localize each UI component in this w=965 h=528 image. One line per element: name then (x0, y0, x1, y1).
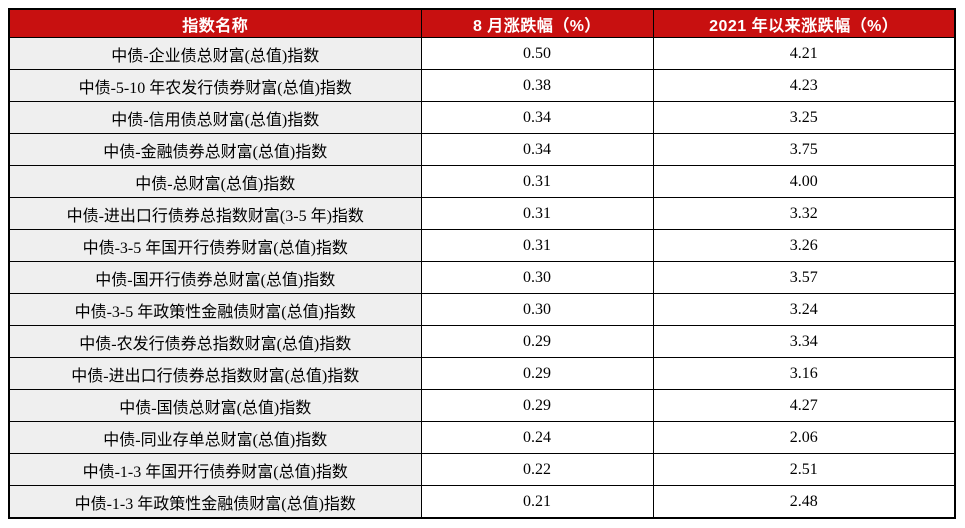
table-row: 中债-企业债总财富(总值)指数 0.50 4.21 (8, 37, 956, 70)
table-header: 指数名称 8 月涨跌幅（%） 2021 年以来涨跌幅（%） (8, 8, 956, 38)
ytd-change-cell: 4.27 (652, 389, 956, 422)
aug-change-cell: 0.29 (420, 325, 654, 358)
index-name-cell: 中债-国开行债券总财富(总值)指数 (8, 261, 422, 294)
aug-change-cell: 0.30 (420, 293, 654, 326)
index-name-cell: 中债-金融债券总财富(总值)指数 (8, 133, 422, 166)
table-body: 中债-企业债总财富(总值)指数 0.50 4.21 中债-5-10 年农发行债券财富(… (8, 37, 956, 519)
table-row: 中债-国债总财富(总值)指数 0.29 4.27 (8, 389, 956, 422)
table-row: 中债-5-10 年农发行债券财富(总值)指数 0.38 4.23 (8, 69, 956, 102)
ytd-change-cell: 3.34 (652, 325, 956, 358)
ytd-change-cell: 4.21 (652, 37, 956, 70)
table-row: 中债-进出口行债券总指数财富(3-5 年)指数 0.31 3.32 (8, 197, 956, 230)
ytd-change-cell: 3.32 (652, 197, 956, 230)
table-row: 中债-国开行债券总财富(总值)指数 0.30 3.57 (8, 261, 956, 294)
ytd-change-cell: 3.24 (652, 293, 956, 326)
aug-change-cell: 0.31 (420, 197, 654, 230)
aug-change-cell: 0.31 (420, 165, 654, 198)
index-name-cell: 中债-1-3 年国开行债券财富(总值)指数 (8, 453, 422, 486)
ytd-change-cell: 4.23 (652, 69, 956, 102)
column-header-index-name: 指数名称 (8, 8, 422, 38)
index-name-cell: 中债-信用债总财富(总值)指数 (8, 101, 422, 134)
ytd-change-cell: 3.16 (652, 357, 956, 390)
index-name-cell: 中债-同业存单总财富(总值)指数 (8, 421, 422, 454)
ytd-change-cell: 3.57 (652, 261, 956, 294)
index-name-cell: 中债-3-5 年国开行债券财富(总值)指数 (8, 229, 422, 262)
table-row: 中债-同业存单总财富(总值)指数 0.24 2.06 (8, 421, 956, 454)
ytd-change-cell: 2.51 (652, 453, 956, 486)
index-name-cell: 中债-5-10 年农发行债券财富(总值)指数 (8, 69, 422, 102)
ytd-change-cell: 2.06 (652, 421, 956, 454)
aug-change-cell: 0.22 (420, 453, 654, 486)
table-row: 中债-信用债总财富(总值)指数 0.34 3.25 (8, 101, 956, 134)
index-name-cell: 中债-进出口行债券总指数财富(3-5 年)指数 (8, 197, 422, 230)
ytd-change-cell: 3.75 (652, 133, 956, 166)
aug-change-cell: 0.34 (420, 133, 654, 166)
table-row: 中债-3-5 年国开行债券财富(总值)指数 0.31 3.26 (8, 229, 956, 262)
index-name-cell: 中债-3-5 年政策性金融债财富(总值)指数 (8, 293, 422, 326)
table-row: 中债-农发行债券总指数财富(总值)指数 0.29 3.34 (8, 325, 956, 358)
index-name-cell: 中债-1-3 年政策性金融债财富(总值)指数 (8, 485, 422, 519)
index-name-cell: 中债-企业债总财富(总值)指数 (8, 37, 422, 70)
aug-change-cell: 0.38 (420, 69, 654, 102)
column-header-ytd-change: 2021 年以来涨跌幅（%） (652, 8, 956, 38)
aug-change-cell: 0.21 (420, 485, 654, 519)
table-row: 中债-1-3 年国开行债券财富(总值)指数 0.22 2.51 (8, 453, 956, 486)
index-name-cell: 中债-农发行债券总指数财富(总值)指数 (8, 325, 422, 358)
index-name-cell: 中债-进出口行债券总指数财富(总值)指数 (8, 357, 422, 390)
table-row: 中债-进出口行债券总指数财富(总值)指数 0.29 3.16 (8, 357, 956, 390)
aug-change-cell: 0.24 (420, 421, 654, 454)
aug-change-cell: 0.34 (420, 101, 654, 134)
ytd-change-cell: 4.00 (652, 165, 956, 198)
ytd-change-cell: 3.25 (652, 101, 956, 134)
table-row: 中债-总财富(总值)指数 0.31 4.00 (8, 165, 956, 198)
aug-change-cell: 0.50 (420, 37, 654, 70)
ytd-change-cell: 2.48 (652, 485, 956, 519)
ytd-change-cell: 3.26 (652, 229, 956, 262)
aug-change-cell: 0.29 (420, 357, 654, 390)
table-row: 中债-3-5 年政策性金融债财富(总值)指数 0.30 3.24 (8, 293, 956, 326)
aug-change-cell: 0.31 (420, 229, 654, 262)
index-name-cell: 中债-国债总财富(总值)指数 (8, 389, 422, 422)
aug-change-cell: 0.29 (420, 389, 654, 422)
table-row: 中债-金融债券总财富(总值)指数 0.34 3.75 (8, 133, 956, 166)
aug-change-cell: 0.30 (420, 261, 654, 294)
header-row: 指数名称 8 月涨跌幅（%） 2021 年以来涨跌幅（%） (8, 8, 956, 38)
bond-index-table-container: 指数名称 8 月涨跌幅（%） 2021 年以来涨跌幅（%） 中债-企业债总财富(… (8, 8, 956, 519)
bond-index-table: 指数名称 8 月涨跌幅（%） 2021 年以来涨跌幅（%） 中债-企业债总财富(… (8, 8, 956, 519)
index-name-cell: 中债-总财富(总值)指数 (8, 165, 422, 198)
table-row: 中债-1-3 年政策性金融债财富(总值)指数 0.21 2.48 (8, 485, 956, 519)
column-header-aug-change: 8 月涨跌幅（%） (420, 8, 654, 38)
